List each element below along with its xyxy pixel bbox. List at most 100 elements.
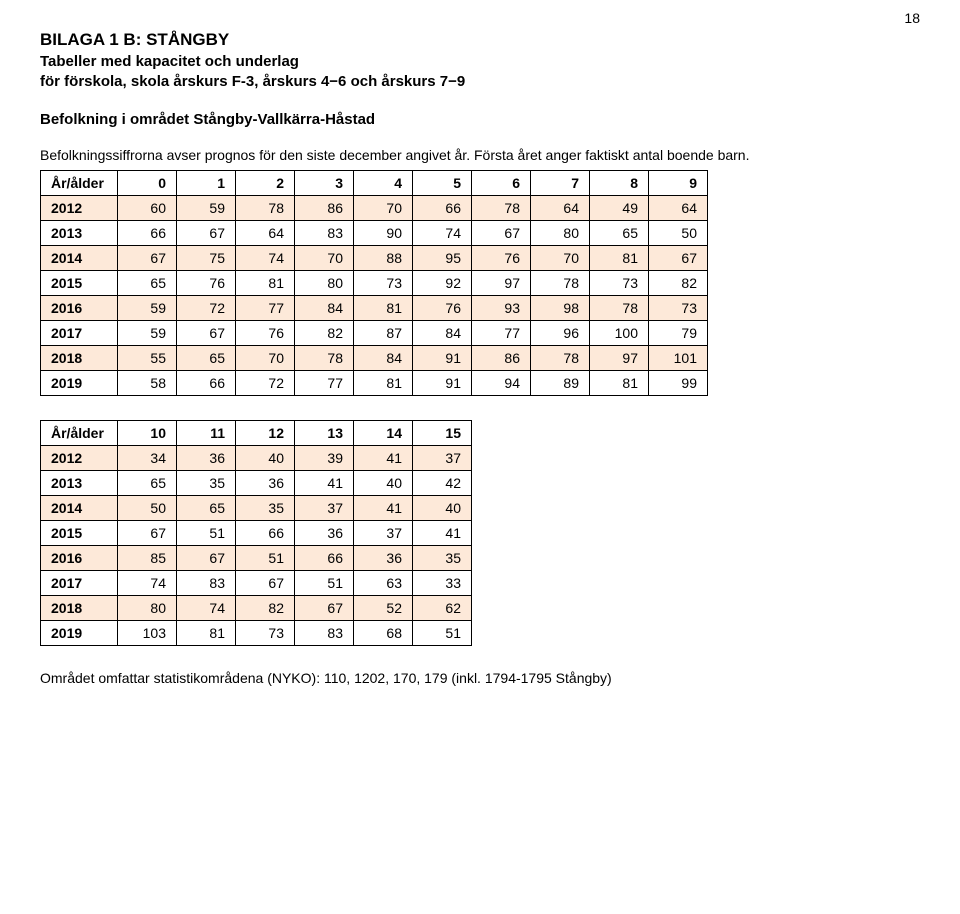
table-2-row-year: 2015 xyxy=(41,521,118,546)
table-2-cell: 74 xyxy=(118,571,177,596)
table-1-cell: 84 xyxy=(354,346,413,371)
table-2-cell: 36 xyxy=(354,546,413,571)
table-2-cell: 85 xyxy=(118,546,177,571)
table-1-cell: 91 xyxy=(413,371,472,396)
table-1-cell: 97 xyxy=(472,271,531,296)
table-1-cell: 81 xyxy=(236,271,295,296)
table-1-cell: 76 xyxy=(236,321,295,346)
table-1-cell: 66 xyxy=(413,196,472,221)
table-2-col-5: 15 xyxy=(413,421,472,446)
table-1-body: 2012605978867066786449642013666764839074… xyxy=(41,196,708,396)
table-1-row: 201958667277819194898199 xyxy=(41,371,708,396)
table-1-cell: 94 xyxy=(472,371,531,396)
table-2-body: 2012343640394137201365353641404220145065… xyxy=(41,446,472,646)
table-1-cell: 78 xyxy=(472,196,531,221)
table-2-header-label: År/ålder xyxy=(41,421,118,446)
table-2-cell: 36 xyxy=(236,471,295,496)
table-1-cell: 81 xyxy=(590,371,649,396)
table-2-cell: 41 xyxy=(295,471,354,496)
table-2-cell: 82 xyxy=(236,596,295,621)
table-1-row-year: 2018 xyxy=(41,346,118,371)
table-2-cell: 63 xyxy=(354,571,413,596)
table-1-cell: 84 xyxy=(295,296,354,321)
table-1-row-year: 2012 xyxy=(41,196,118,221)
table-1-cell: 75 xyxy=(177,246,236,271)
table-1-cell: 64 xyxy=(649,196,708,221)
table-1-row-year: 2019 xyxy=(41,371,118,396)
table-1-cell: 92 xyxy=(413,271,472,296)
table-2-col-4: 14 xyxy=(354,421,413,446)
table-2-cell: 51 xyxy=(413,621,472,646)
table-1-cell: 78 xyxy=(295,346,354,371)
table-1-row: 201659727784817693987873 xyxy=(41,296,708,321)
table-1-col-3: 3 xyxy=(295,171,354,196)
table-2-cell: 52 xyxy=(354,596,413,621)
table-1-cell: 77 xyxy=(295,371,354,396)
table-2-cell: 68 xyxy=(354,621,413,646)
table-2-cell: 35 xyxy=(236,496,295,521)
table-2-cell: 51 xyxy=(177,521,236,546)
table-1-cell: 81 xyxy=(590,246,649,271)
table-1-cell: 70 xyxy=(354,196,413,221)
table-2-cell: 80 xyxy=(118,596,177,621)
table-1-cell: 72 xyxy=(177,296,236,321)
table-1-row-year: 2016 xyxy=(41,296,118,321)
table-1-cell: 65 xyxy=(118,271,177,296)
table-1-cell: 66 xyxy=(177,371,236,396)
table-1-cell: 67 xyxy=(649,246,708,271)
table-1-cell: 78 xyxy=(236,196,295,221)
table-1-cell: 97 xyxy=(590,346,649,371)
table-1-cell: 70 xyxy=(236,346,295,371)
table-1-col-5: 5 xyxy=(413,171,472,196)
table-2-row-year: 2014 xyxy=(41,496,118,521)
table-1-cell: 90 xyxy=(354,221,413,246)
table-2-cell: 51 xyxy=(295,571,354,596)
table-2-row: 2018807482675262 xyxy=(41,596,472,621)
table-1-col-9: 9 xyxy=(649,171,708,196)
table-2-row: 2015675166363741 xyxy=(41,521,472,546)
table-2-row-year: 2013 xyxy=(41,471,118,496)
table-2-row-year: 2017 xyxy=(41,571,118,596)
table-2-cell: 41 xyxy=(354,446,413,471)
table-1-cell: 49 xyxy=(590,196,649,221)
table-1-row: 201565768180739297787382 xyxy=(41,271,708,296)
table-1-col-6: 6 xyxy=(472,171,531,196)
table-1-cell: 83 xyxy=(295,221,354,246)
table-1-cell: 81 xyxy=(354,296,413,321)
table-1-cell: 86 xyxy=(295,196,354,221)
table-1-col-1: 1 xyxy=(177,171,236,196)
subheading-line2: för förskola, skola årskurs F-3, årskurs… xyxy=(40,73,465,90)
table-1-header-label: År/ålder xyxy=(41,171,118,196)
table-1-cell: 73 xyxy=(649,296,708,321)
note: Befolkningssiffrorna avser prognos för d… xyxy=(40,146,920,164)
table-2-cell: 35 xyxy=(413,546,472,571)
table-1-cell: 82 xyxy=(295,321,354,346)
table-2-cell: 65 xyxy=(118,471,177,496)
table-1-cell: 76 xyxy=(472,246,531,271)
table-2-row: 2012343640394137 xyxy=(41,446,472,471)
table-1-cell: 88 xyxy=(354,246,413,271)
table-2-cell: 40 xyxy=(354,471,413,496)
table-1-cell: 99 xyxy=(649,371,708,396)
table-1-cell: 91 xyxy=(413,346,472,371)
table-2-col-3: 13 xyxy=(295,421,354,446)
table-2-row-year: 2018 xyxy=(41,596,118,621)
table-2-cell: 83 xyxy=(295,621,354,646)
table-1-cell: 73 xyxy=(590,271,649,296)
table-2-cell: 34 xyxy=(118,446,177,471)
table-1-cell: 82 xyxy=(649,271,708,296)
table-1-row: 201260597886706678644964 xyxy=(41,196,708,221)
table-1-header-row: År/ålder0123456789 xyxy=(41,171,708,196)
table-2-cell: 41 xyxy=(354,496,413,521)
table-2-row: 2014506535374140 xyxy=(41,496,472,521)
table-1-cell: 65 xyxy=(590,221,649,246)
table-1-cell: 77 xyxy=(236,296,295,321)
table-1-cell: 70 xyxy=(295,246,354,271)
table-2-row: 2016856751663635 xyxy=(41,546,472,571)
table-1-cell: 101 xyxy=(649,346,708,371)
table-1-cell: 73 xyxy=(354,271,413,296)
table-1-cell: 81 xyxy=(354,371,413,396)
table-2-cell: 103 xyxy=(118,621,177,646)
table-1-cell: 86 xyxy=(472,346,531,371)
page-number: 18 xyxy=(904,10,920,26)
